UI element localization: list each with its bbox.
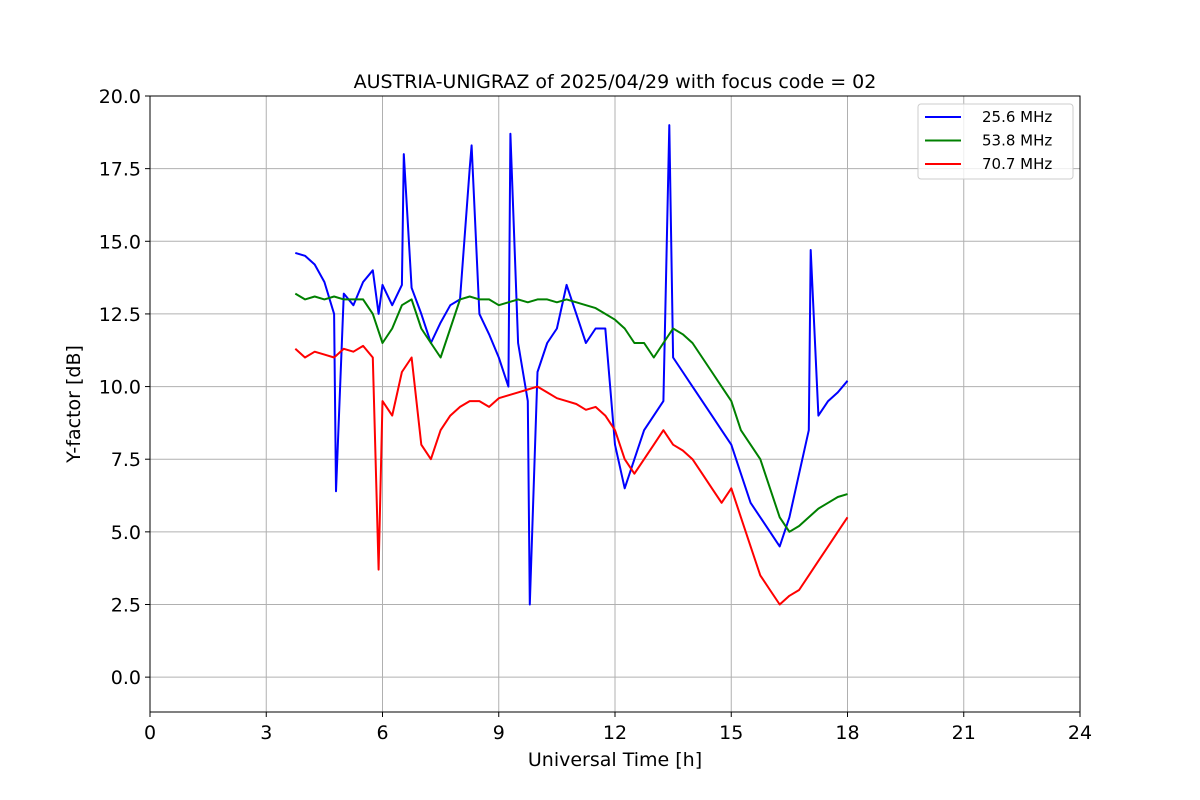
x-tick-label: 18 [835, 722, 859, 744]
legend: 25.6 MHz 53.8 MHz 70.7 MHz [917, 103, 1074, 180]
legend-label: 25.6 MHz [982, 108, 1052, 126]
legend-frame [917, 103, 1074, 180]
y-tick-label: 15.0 [99, 231, 141, 253]
x-tick-label: 12 [603, 722, 627, 744]
x-tick-label: 15 [719, 722, 743, 744]
x-tick-label: 0 [144, 722, 156, 744]
y-axis: 0.0 2.5 5.0 7.5 10.0 12.5 15.0 17.5 20.0 [99, 86, 150, 689]
y-tick-label: 20.0 [99, 86, 141, 108]
series-layer [294, 124, 849, 606]
series-line [295, 124, 849, 606]
x-tick-label: 3 [260, 722, 272, 744]
series-line [294, 344, 849, 606]
x-tick-label: 24 [1068, 722, 1092, 744]
x-tick-label: 9 [493, 722, 505, 744]
y-tick-label: 7.5 [111, 449, 141, 471]
series-line [294, 292, 848, 533]
y-axis-label: Y-factor [dB] [63, 345, 85, 464]
x-axis: 0 3 6 9 12 15 18 21 24 [144, 712, 1092, 744]
y-tick-label: 5.0 [111, 522, 141, 544]
y-tick-label: 17.5 [99, 159, 141, 181]
x-axis-label: Universal Time [h] [528, 749, 702, 771]
x-tick-label: 6 [376, 722, 388, 744]
y-tick-label: 10.0 [99, 377, 141, 399]
y-tick-label: 2.5 [111, 594, 141, 616]
legend-label: 70.7 MHz [982, 155, 1052, 173]
y-tick-label: 0.0 [111, 667, 141, 689]
chart-title: AUSTRIA-UNIGRAZ of 2025/04/29 with focus… [354, 71, 877, 93]
x-tick-label: 21 [952, 722, 976, 744]
y-tick-label: 12.5 [99, 304, 141, 326]
legend-label: 53.8 MHz [982, 132, 1052, 150]
